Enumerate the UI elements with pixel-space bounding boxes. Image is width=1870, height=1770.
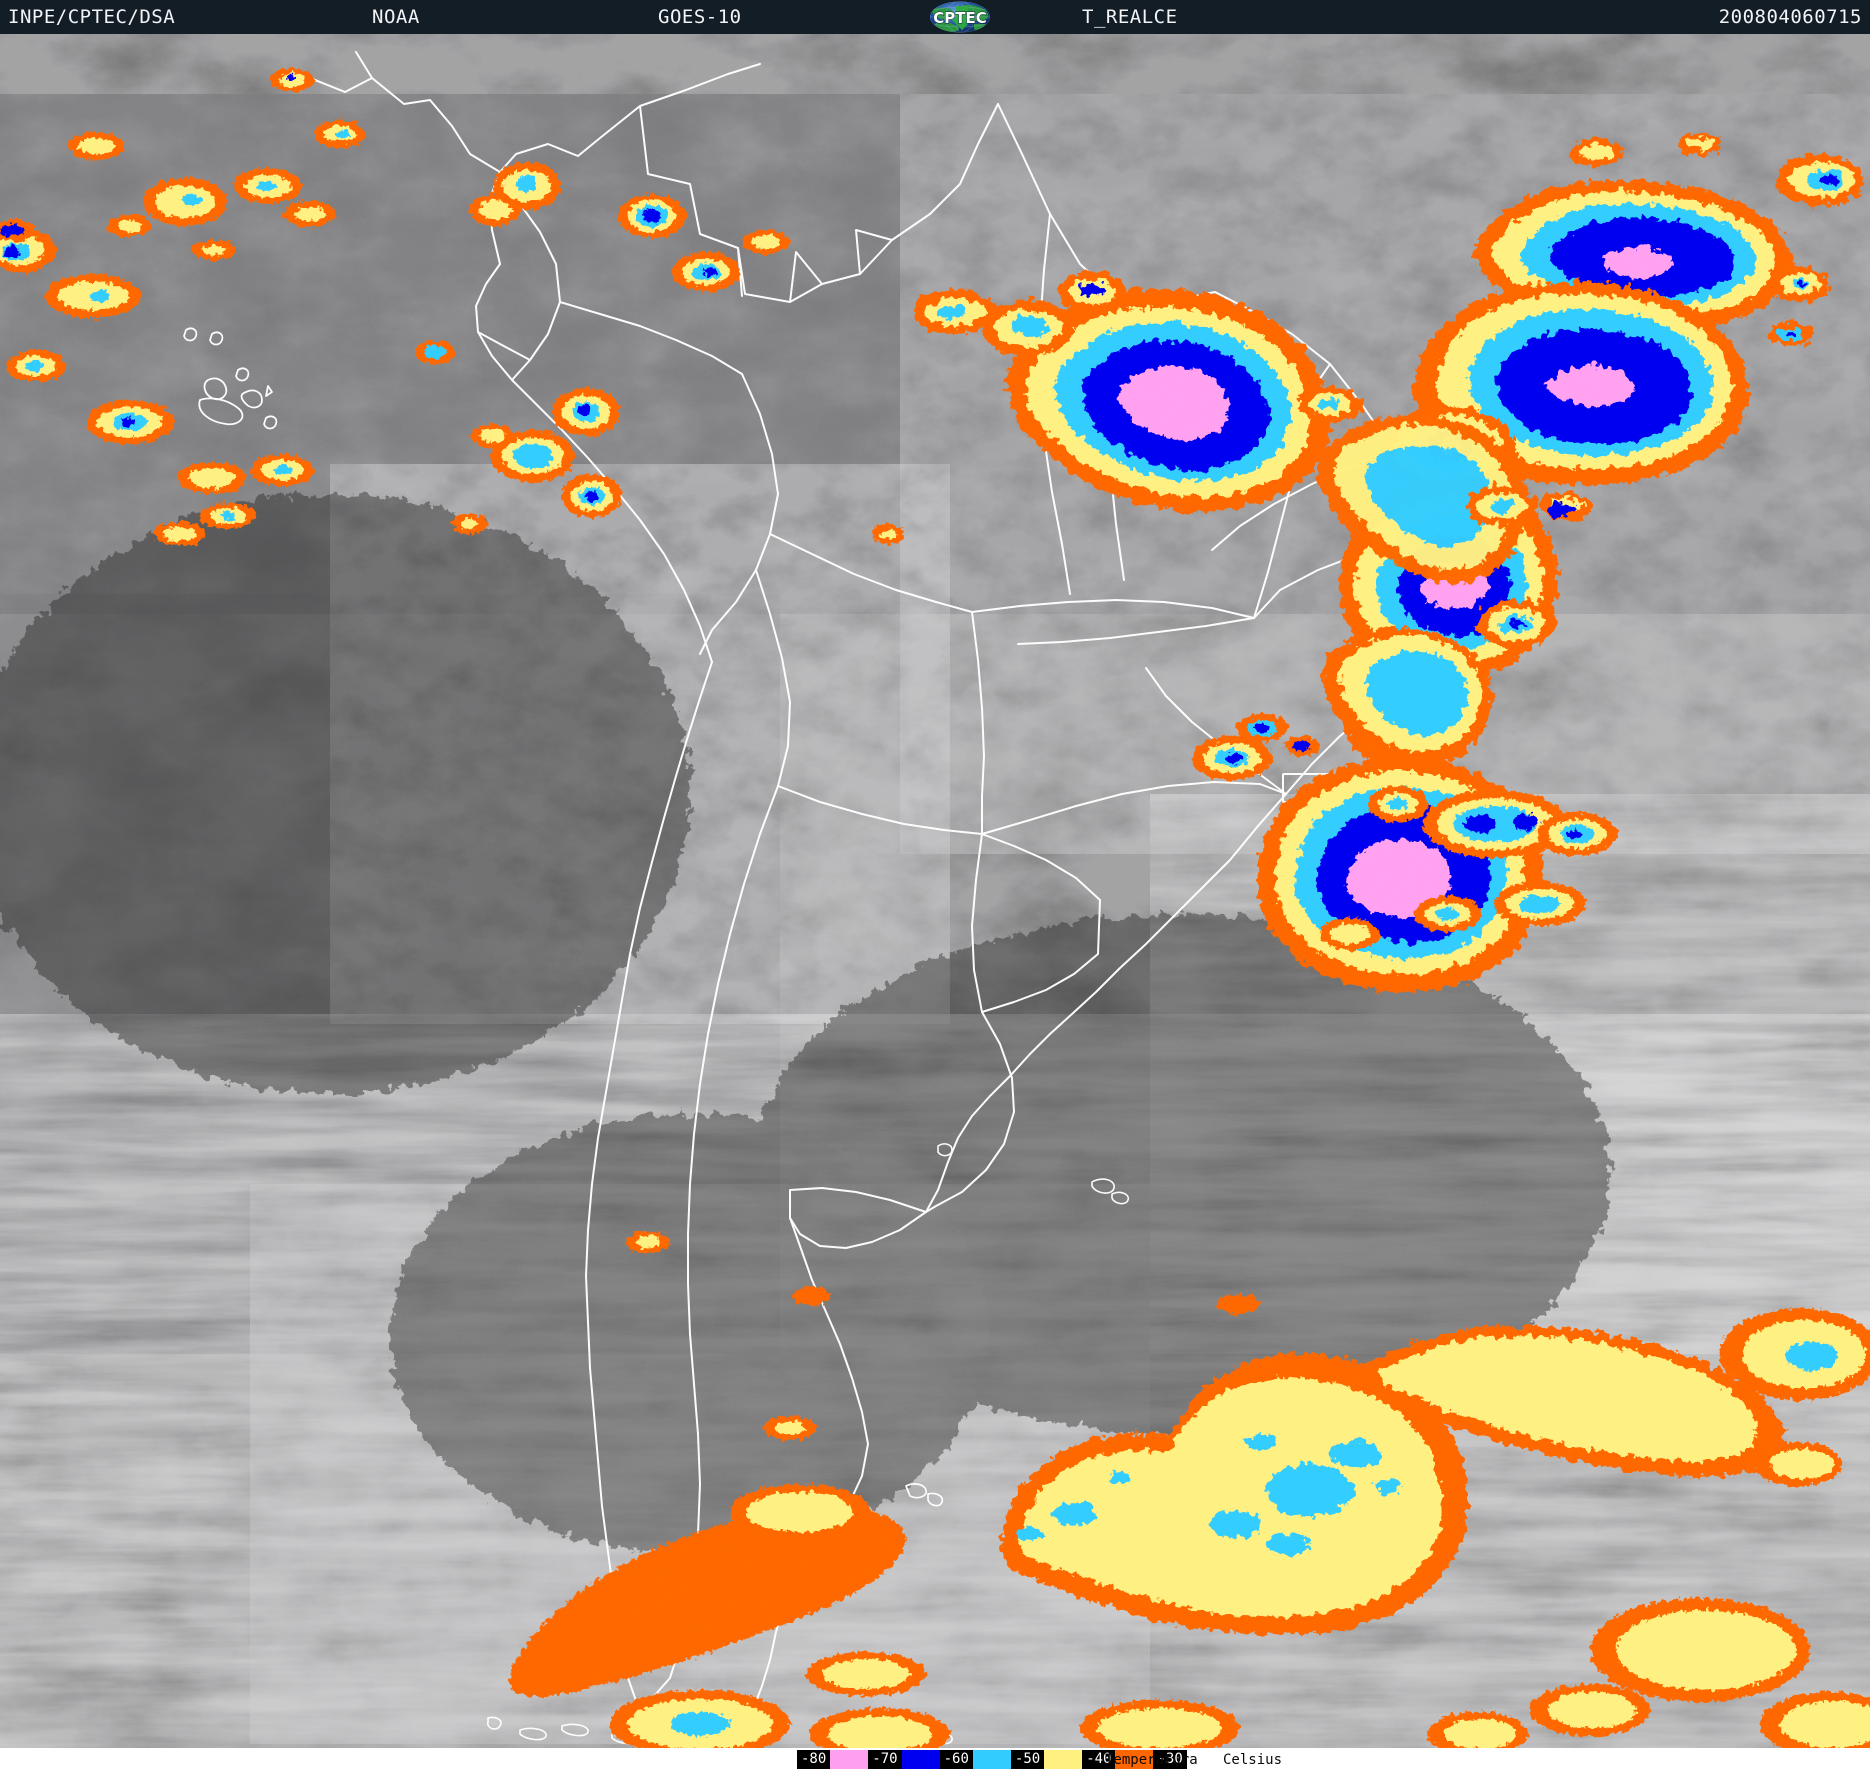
colorbar-swatch-blue bbox=[901, 1750, 940, 1769]
product-label: T_REALCE bbox=[1082, 6, 1178, 28]
colorbar-tick--30: -30 bbox=[1153, 1750, 1187, 1769]
colorbar-tick--50: -50 bbox=[1010, 1750, 1045, 1769]
colorbar-swatch-pink bbox=[830, 1750, 869, 1769]
colorbar-caption: Temperatura Celsius bbox=[1105, 1752, 1283, 1768]
colorbar-tick--70: -70 bbox=[868, 1750, 902, 1769]
colorbar-tick--60: -60 bbox=[939, 1750, 973, 1769]
colorbar-swatch-cyan bbox=[972, 1750, 1011, 1769]
enhanced-ir-satellite-image bbox=[0, 34, 1870, 1748]
satellite-label: GOES-10 bbox=[658, 6, 742, 28]
cptec-logo-icon: CPTEC bbox=[930, 1, 990, 33]
colorbar-swatch-orange bbox=[1115, 1750, 1154, 1769]
institution-label: INPE/CPTEC/DSA bbox=[8, 6, 176, 28]
colorbar-tick--80: -80 bbox=[797, 1750, 831, 1769]
timestamp-label: 200804060715 bbox=[1718, 6, 1862, 28]
header-bar: INPE/CPTEC/DSA NOAA GOES-10 T_REALCE 200… bbox=[0, 0, 1870, 35]
cptec-logo-text: CPTEC bbox=[933, 9, 987, 27]
agency-label: NOAA bbox=[372, 6, 420, 28]
temperature-colorbar: -80 -70 -60 -50 -40 -30 bbox=[797, 1750, 1187, 1769]
satellite-image-canvas bbox=[0, 34, 1870, 1748]
colorbar-swatch-yellow bbox=[1044, 1750, 1083, 1769]
colorbar-tick--40: -40 bbox=[1082, 1750, 1116, 1769]
